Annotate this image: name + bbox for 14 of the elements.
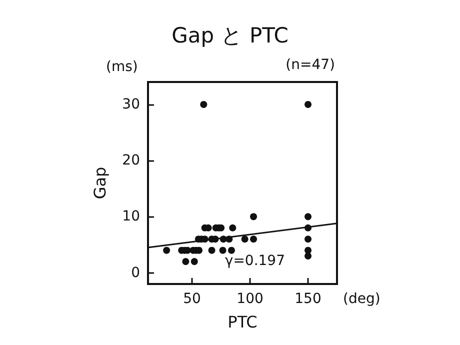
text: (ms) (106, 59, 138, 75)
y-tick-label: 20 (122, 152, 140, 169)
chart-title: Gap と PTC (172, 24, 288, 48)
y-tick-label: 30 (122, 96, 140, 112)
text: (n=47) (286, 57, 335, 73)
annotation: γ=0.197 (224, 253, 286, 269)
x-tick-label: 50 (183, 291, 201, 307)
y-axis-title: Gap (90, 166, 110, 200)
x-tick-label: 100 (236, 291, 264, 307)
y-tick-label: 10 (122, 208, 140, 225)
x-tick-label: 150 (294, 291, 322, 307)
y-tick-label: 0 (131, 264, 140, 281)
text: (deg) (343, 291, 380, 307)
x-axis-title: PTC (228, 312, 258, 332)
